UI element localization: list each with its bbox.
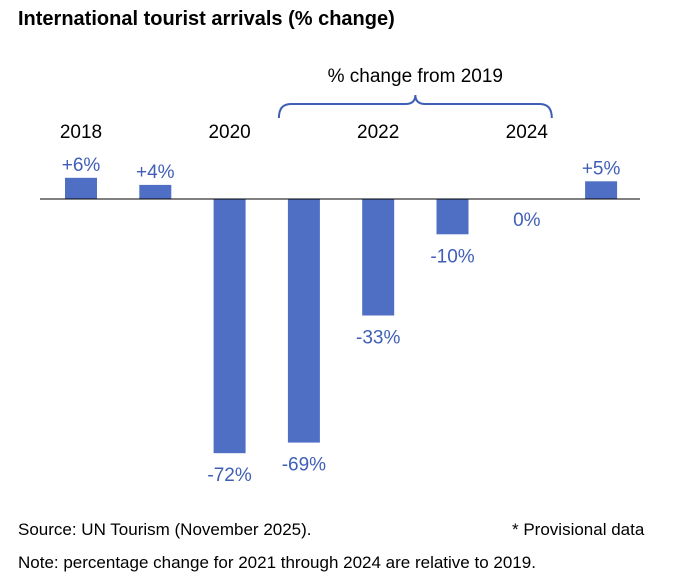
bar-2019 [139, 184, 172, 199]
value-label-2021: -69% [282, 455, 326, 476]
bar-2020 [213, 199, 246, 454]
footnote-text: Note: percentage change for 2021 through… [18, 553, 536, 572]
value-label-2023: -10% [430, 246, 474, 267]
value-label-2018: +6% [62, 155, 101, 176]
bar-2022 [362, 199, 395, 316]
tick-label-2018: 2018 [60, 122, 102, 143]
bar-2018 [65, 177, 97, 199]
provisional-note: * Provisional data [512, 520, 645, 539]
span-brace [277, 94, 553, 119]
tick-label-2020: 2020 [208, 122, 250, 143]
bar-2023 [436, 199, 469, 235]
source-note: Source: UN Tourism (November 2025). [18, 520, 312, 539]
chart-title: International tourist arrivals (% change… [18, 8, 395, 30]
value-label-2024: 0% [513, 210, 541, 231]
bar-2025* [585, 181, 618, 199]
value-label-2025*: +5% [582, 158, 621, 179]
tick-label-2024: 2024 [506, 122, 549, 143]
tick-label-2022: 2022 [357, 122, 399, 143]
value-label-2019: +4% [136, 162, 175, 183]
bar-chart: +6% +4% -72% -69% -33% -10% 0% +5% 2018 2020 2022 2… [40, 66, 640, 486]
value-label-2022: -33% [356, 328, 400, 349]
value-label-2020: -72% [207, 465, 251, 486]
annotation-label: % change from 2019 [328, 66, 503, 87]
bar-2021 [287, 199, 320, 443]
